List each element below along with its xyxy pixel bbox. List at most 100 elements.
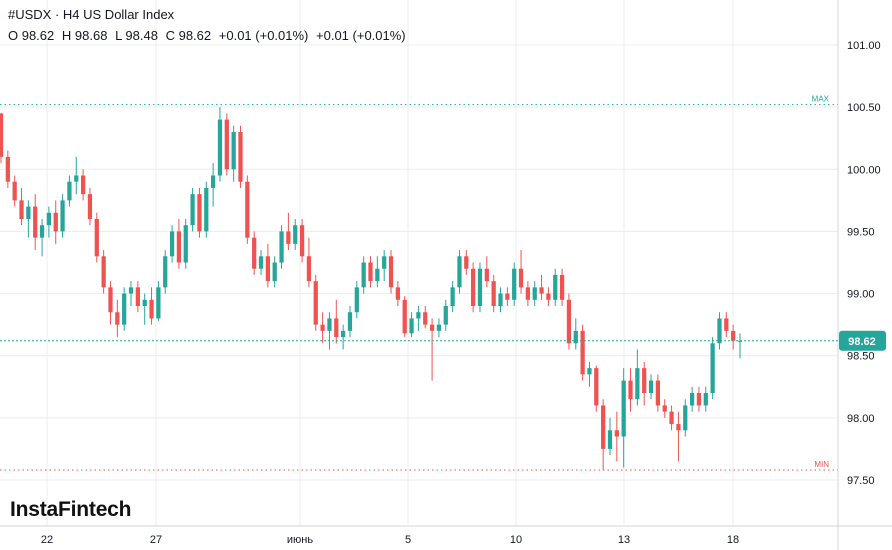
candle (368, 256, 373, 288)
candle (566, 293, 572, 350)
candle (39, 219, 45, 257)
candle (580, 324, 585, 381)
candle-body (217, 119, 223, 176)
max-label: MAX (812, 95, 830, 104)
candle-body (662, 405, 667, 412)
candle (238, 125, 243, 188)
candle (176, 219, 182, 269)
candle (361, 256, 366, 294)
candle-body (19, 200, 24, 219)
candle-body (607, 430, 613, 449)
candle (628, 368, 633, 412)
candle-body (587, 368, 592, 375)
candle-body (512, 268, 517, 300)
candle (669, 405, 674, 431)
candle (601, 399, 606, 471)
candle (334, 299, 339, 344)
candle (594, 365, 599, 412)
candle (286, 212, 291, 251)
candle (607, 417, 613, 456)
candle-body (717, 318, 722, 344)
candle-body (210, 175, 216, 188)
candle (122, 287, 127, 331)
candle (299, 219, 305, 263)
candle (190, 187, 195, 232)
instafintech-logo: InstaFintech (10, 498, 132, 521)
candle (573, 318, 578, 350)
candle (642, 361, 647, 406)
candle-body (532, 287, 537, 300)
candle-body (423, 312, 428, 325)
candle (60, 194, 65, 238)
y-tick-label: 101.00 (847, 40, 881, 52)
candle (429, 318, 435, 381)
candle (67, 175, 72, 207)
x-tick-label: 5 (405, 534, 411, 546)
candle-body (443, 306, 448, 325)
candle (210, 163, 216, 207)
candle-body (197, 194, 202, 232)
candle (539, 274, 544, 300)
candle (156, 281, 161, 321)
candle (80, 169, 86, 201)
candle-body (156, 287, 161, 319)
candle-body (580, 330, 585, 375)
candle-body (402, 299, 407, 334)
candle-body (231, 132, 236, 170)
candle-body (395, 287, 400, 300)
candle-body (39, 225, 45, 238)
candle (696, 386, 702, 412)
candle (662, 399, 667, 418)
candle-body (101, 256, 106, 288)
candle (265, 243, 270, 288)
candle-body (546, 293, 551, 300)
candle (74, 156, 79, 195)
candle-body (457, 256, 462, 288)
candle (163, 250, 168, 294)
candle (525, 281, 531, 306)
candle-body (306, 256, 312, 282)
candle-body (628, 380, 633, 400)
candle-body (347, 312, 353, 331)
candle-body (12, 181, 17, 201)
candle-body (710, 343, 715, 393)
x-tick-label: 10 (510, 534, 522, 546)
candle (724, 312, 729, 338)
candle (416, 306, 421, 331)
candle (518, 250, 524, 294)
grid-lines (0, 0, 838, 526)
candle-body (0, 113, 4, 157)
candle (33, 194, 38, 251)
min-label: MIN (814, 460, 829, 469)
candle (341, 324, 346, 350)
last-price-tag: 98.62 (0, 330, 886, 351)
candle-body (464, 256, 469, 269)
candle (306, 237, 312, 288)
last-price-box (839, 330, 886, 351)
y-tick-label: 98.00 (847, 413, 875, 425)
candle-body (525, 287, 531, 300)
candle (614, 411, 619, 462)
candle-body (135, 287, 140, 306)
candle (245, 175, 250, 244)
candle (532, 281, 537, 306)
candle-body (601, 405, 606, 449)
candle (94, 212, 99, 263)
candle (382, 250, 387, 282)
candle (450, 281, 455, 313)
level-lines: MAX MIN (0, 95, 838, 471)
candle (546, 287, 551, 306)
candle (464, 250, 469, 275)
candle (402, 296, 407, 338)
x-tick-label: июнь (287, 534, 313, 546)
candle (293, 219, 298, 251)
candle-body (635, 368, 640, 400)
candle (409, 312, 414, 338)
candle-body (621, 380, 626, 437)
ohlc-low: L 98.48 (115, 28, 158, 43)
candle-body (94, 219, 99, 257)
candle (272, 256, 277, 288)
candle-body (258, 256, 264, 269)
candle (484, 256, 489, 288)
